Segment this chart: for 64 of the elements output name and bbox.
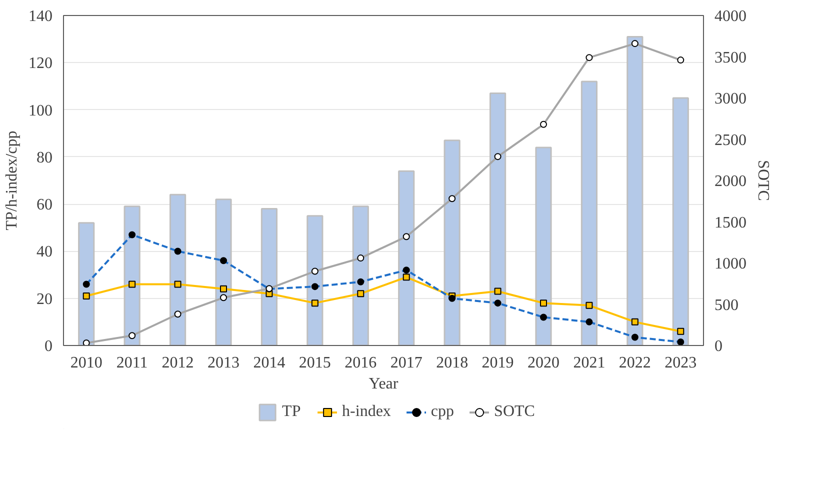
legend-label: h-index bbox=[342, 403, 391, 421]
point bbox=[677, 328, 684, 335]
y-tick-label: 140 bbox=[28, 8, 52, 25]
bar bbox=[352, 206, 369, 346]
bar bbox=[535, 146, 552, 346]
y-tick-label: 0 bbox=[44, 338, 52, 355]
legend-label: SOTC bbox=[494, 403, 535, 421]
bar bbox=[626, 36, 644, 346]
bar bbox=[580, 80, 598, 346]
point bbox=[82, 292, 90, 300]
y-tick-label: 60 bbox=[36, 196, 52, 214]
point bbox=[128, 280, 136, 288]
x-tick-label: 2010 bbox=[70, 354, 102, 372]
x-axis-title: Year bbox=[368, 376, 399, 392]
point bbox=[494, 288, 502, 295]
y2-tick-label: 3000 bbox=[714, 90, 746, 108]
x-tick-label: 2013 bbox=[208, 354, 240, 372]
point bbox=[174, 280, 182, 288]
x-tick-label: 2012 bbox=[162, 354, 194, 372]
y-tick-label: 80 bbox=[36, 149, 52, 166]
x-tick-label: 2022 bbox=[618, 354, 651, 372]
x-tick-label: 2020 bbox=[528, 354, 560, 372]
bar bbox=[169, 194, 186, 346]
y2-tick-label: 4000 bbox=[714, 8, 746, 25]
legend-label: TP bbox=[282, 403, 302, 421]
x-tick-label: 2023 bbox=[664, 354, 697, 372]
y2-tick-label: 0 bbox=[714, 338, 722, 355]
bar bbox=[78, 222, 95, 346]
y-tick-label: 100 bbox=[28, 102, 52, 120]
y-tick-label: 120 bbox=[28, 55, 52, 72]
y2-tick-label: 3500 bbox=[714, 49, 746, 66]
y-tick-label: 20 bbox=[36, 290, 52, 308]
x-tick-label: 2018 bbox=[436, 354, 468, 372]
point bbox=[220, 285, 227, 292]
bar bbox=[489, 92, 506, 346]
bar bbox=[398, 170, 415, 346]
point bbox=[402, 274, 410, 281]
x-tick-label: 2021 bbox=[573, 354, 606, 372]
x-tick-label: 2015 bbox=[298, 354, 331, 372]
bar bbox=[306, 215, 324, 346]
y-tick-label: 40 bbox=[36, 244, 52, 261]
point bbox=[357, 290, 364, 298]
y-axis-title: TP/h-index/cpp bbox=[4, 130, 20, 230]
x-tick-label: 2016 bbox=[344, 354, 377, 372]
x-tick-label: 2017 bbox=[390, 354, 422, 372]
point bbox=[586, 302, 593, 309]
y2-tick-label: 2000 bbox=[714, 173, 746, 190]
point bbox=[631, 318, 638, 326]
bar bbox=[672, 97, 689, 346]
bar bbox=[124, 206, 140, 346]
x-tick-label: 2019 bbox=[482, 354, 514, 372]
y2-axis-title: SOTC bbox=[754, 160, 772, 201]
bar bbox=[215, 198, 232, 346]
y2-tick-label: 500 bbox=[714, 296, 738, 314]
legend-label: cpp bbox=[430, 403, 454, 421]
bar bbox=[444, 140, 460, 346]
y2-tick-label: 1000 bbox=[714, 256, 746, 272]
x-tick-label: 2014 bbox=[253, 354, 286, 372]
y2-tick-label: 2500 bbox=[714, 132, 746, 149]
point bbox=[311, 300, 318, 307]
bar bbox=[260, 208, 278, 346]
point bbox=[540, 300, 547, 307]
x-tick-label: 2011 bbox=[116, 354, 148, 372]
y2-tick-label: 1500 bbox=[714, 214, 746, 232]
